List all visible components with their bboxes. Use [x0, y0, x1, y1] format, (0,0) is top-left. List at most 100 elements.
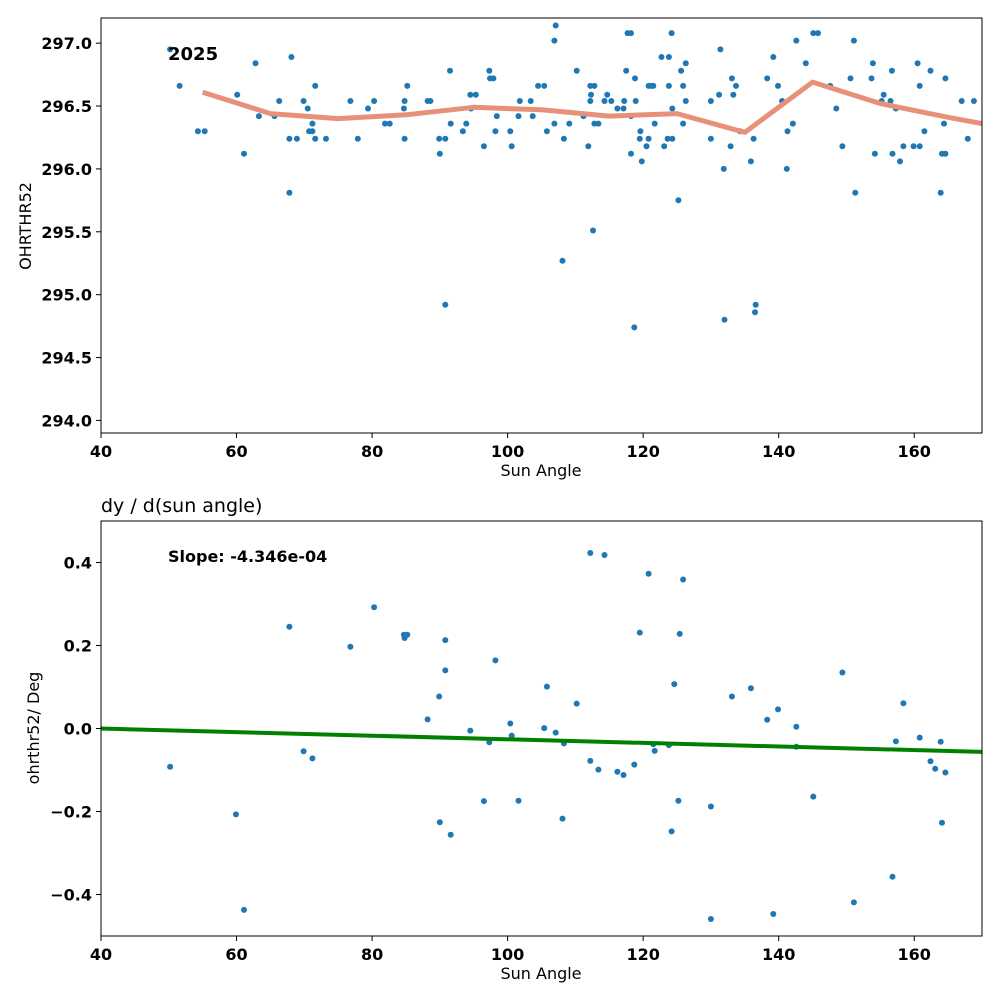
chart-top-point [516, 98, 523, 104]
chart-top-axes: 40 60 80 100 120 140 160 294.0 294.5 295.0 295.5 29… [41, 34, 931, 461]
chart-bottom-point [541, 725, 548, 732]
chart-bottom-point [167, 763, 174, 770]
chart-top-ytick-label: 294.5 [41, 349, 92, 368]
chart-bottom-point [839, 669, 846, 676]
chart-top-point [447, 120, 454, 127]
chart-top-point [529, 113, 536, 120]
chart-top-point [727, 143, 734, 150]
chart-top-xlabel: Sun Angle [500, 461, 581, 480]
chart-top-point [839, 143, 846, 150]
chart-top-point [628, 150, 634, 157]
chart-top-point [621, 98, 628, 104]
chart-top-point [382, 120, 388, 127]
chart-top-point [527, 98, 534, 104]
chart-top: 40 60 80 100 120 140 160 294.0 294.5 295.0 295.5 29… [16, 17, 983, 480]
chart-bottom-point [614, 768, 621, 775]
chart-top-ytick-label: 296.5 [41, 97, 92, 116]
chart-bottom-point [587, 550, 594, 556]
chart-top-point [783, 165, 790, 172]
chart-top-point [347, 98, 354, 104]
chart-top-point [650, 82, 657, 89]
chart-bottom-point [810, 793, 817, 800]
chart-bottom-point [232, 811, 239, 818]
chart-top-xtick-label: 120 [626, 442, 659, 461]
chart-bottom-point [764, 716, 771, 723]
chart-bottom-point [467, 727, 474, 734]
chart-top-point [707, 135, 714, 142]
chart-top-point [608, 98, 615, 104]
chart-top-point [201, 128, 208, 135]
chart-top-point [300, 98, 307, 104]
chart-bottom-point [442, 667, 449, 674]
chart-top-point [958, 98, 965, 104]
chart-top-point [665, 54, 672, 60]
chart-top-point [508, 143, 515, 150]
chart-top-point [585, 143, 592, 150]
chart-top-point [436, 150, 443, 157]
chart-bottom-xtick-label: 40 [90, 945, 112, 964]
chart-bottom-line [101, 726, 982, 754]
chart-top-point [802, 60, 809, 67]
chart-bottom-point [543, 683, 550, 690]
chart-bottom-point [889, 873, 896, 880]
chart-top-point [176, 82, 183, 89]
chart-top-point [276, 98, 283, 104]
chart-top-point [643, 143, 650, 150]
chart-top-ylabel: OHRTHR52 [16, 182, 35, 270]
chart-top-point [868, 75, 875, 82]
chart-bottom-point [676, 630, 683, 637]
chart-bottom-xtick-label: 140 [762, 945, 795, 964]
chart-top-point [815, 30, 821, 37]
chart-bottom-ytick-label: 0.4 [64, 554, 92, 573]
chart-top-point [897, 158, 903, 165]
chart-bottom-annotation: Slope: -4.346e-04 [168, 547, 327, 566]
chart-top-ytick-label: 295.5 [41, 223, 92, 242]
chart-bottom-point [892, 738, 899, 745]
chart-top-point [241, 150, 247, 157]
chart-bottom-point [927, 758, 934, 765]
chart-top-point [921, 128, 928, 135]
chart-bottom-point [728, 693, 735, 700]
chart-top-point [632, 98, 639, 104]
chart-top-point [566, 120, 573, 127]
chart-bottom-point [480, 798, 487, 805]
chart-bottom-ytick-label: −0.2 [50, 803, 92, 822]
chart-top-point [636, 135, 643, 142]
chart-bottom-point [747, 685, 754, 692]
chart-top-point [775, 82, 781, 89]
chart-bottom-point [900, 700, 907, 707]
chart-bottom-point [916, 734, 923, 741]
chart-top-point [604, 91, 611, 98]
chart-top-point [850, 37, 857, 44]
chart-top-point [304, 105, 311, 112]
chart-top-point [323, 135, 329, 142]
chart-bottom-point [424, 716, 431, 723]
chart-top-point [720, 165, 727, 172]
chart-top-point [645, 135, 652, 142]
chart-top-point [234, 91, 241, 98]
chart-bottom-ylabel: ohrthr52/ Deg [24, 672, 43, 785]
chart-top-line [201, 79, 982, 135]
chart-bottom-point [587, 757, 594, 764]
chart-top-point [286, 189, 293, 196]
chart-bottom-point [507, 720, 514, 727]
chart-top-xtick-label: 140 [762, 442, 795, 461]
chart-top-point [255, 113, 262, 120]
chart-top-point [770, 54, 777, 60]
chart-top-point [401, 135, 408, 142]
chart-bottom-point [668, 828, 675, 835]
chart-bottom-point [300, 748, 307, 755]
chart-top-point [942, 150, 949, 157]
chart-bottom-point [651, 747, 658, 754]
chart-top-point [400, 105, 407, 112]
chart-top-point [707, 98, 714, 104]
chart-bottom-point [620, 772, 627, 778]
chart-top-point [492, 128, 499, 135]
chart-top-point [833, 105, 840, 112]
chart-top-point [632, 75, 638, 82]
chart-bottom-point [347, 643, 354, 650]
chart-top-point [669, 105, 676, 112]
chart-top-xtick-label: 100 [491, 442, 524, 461]
